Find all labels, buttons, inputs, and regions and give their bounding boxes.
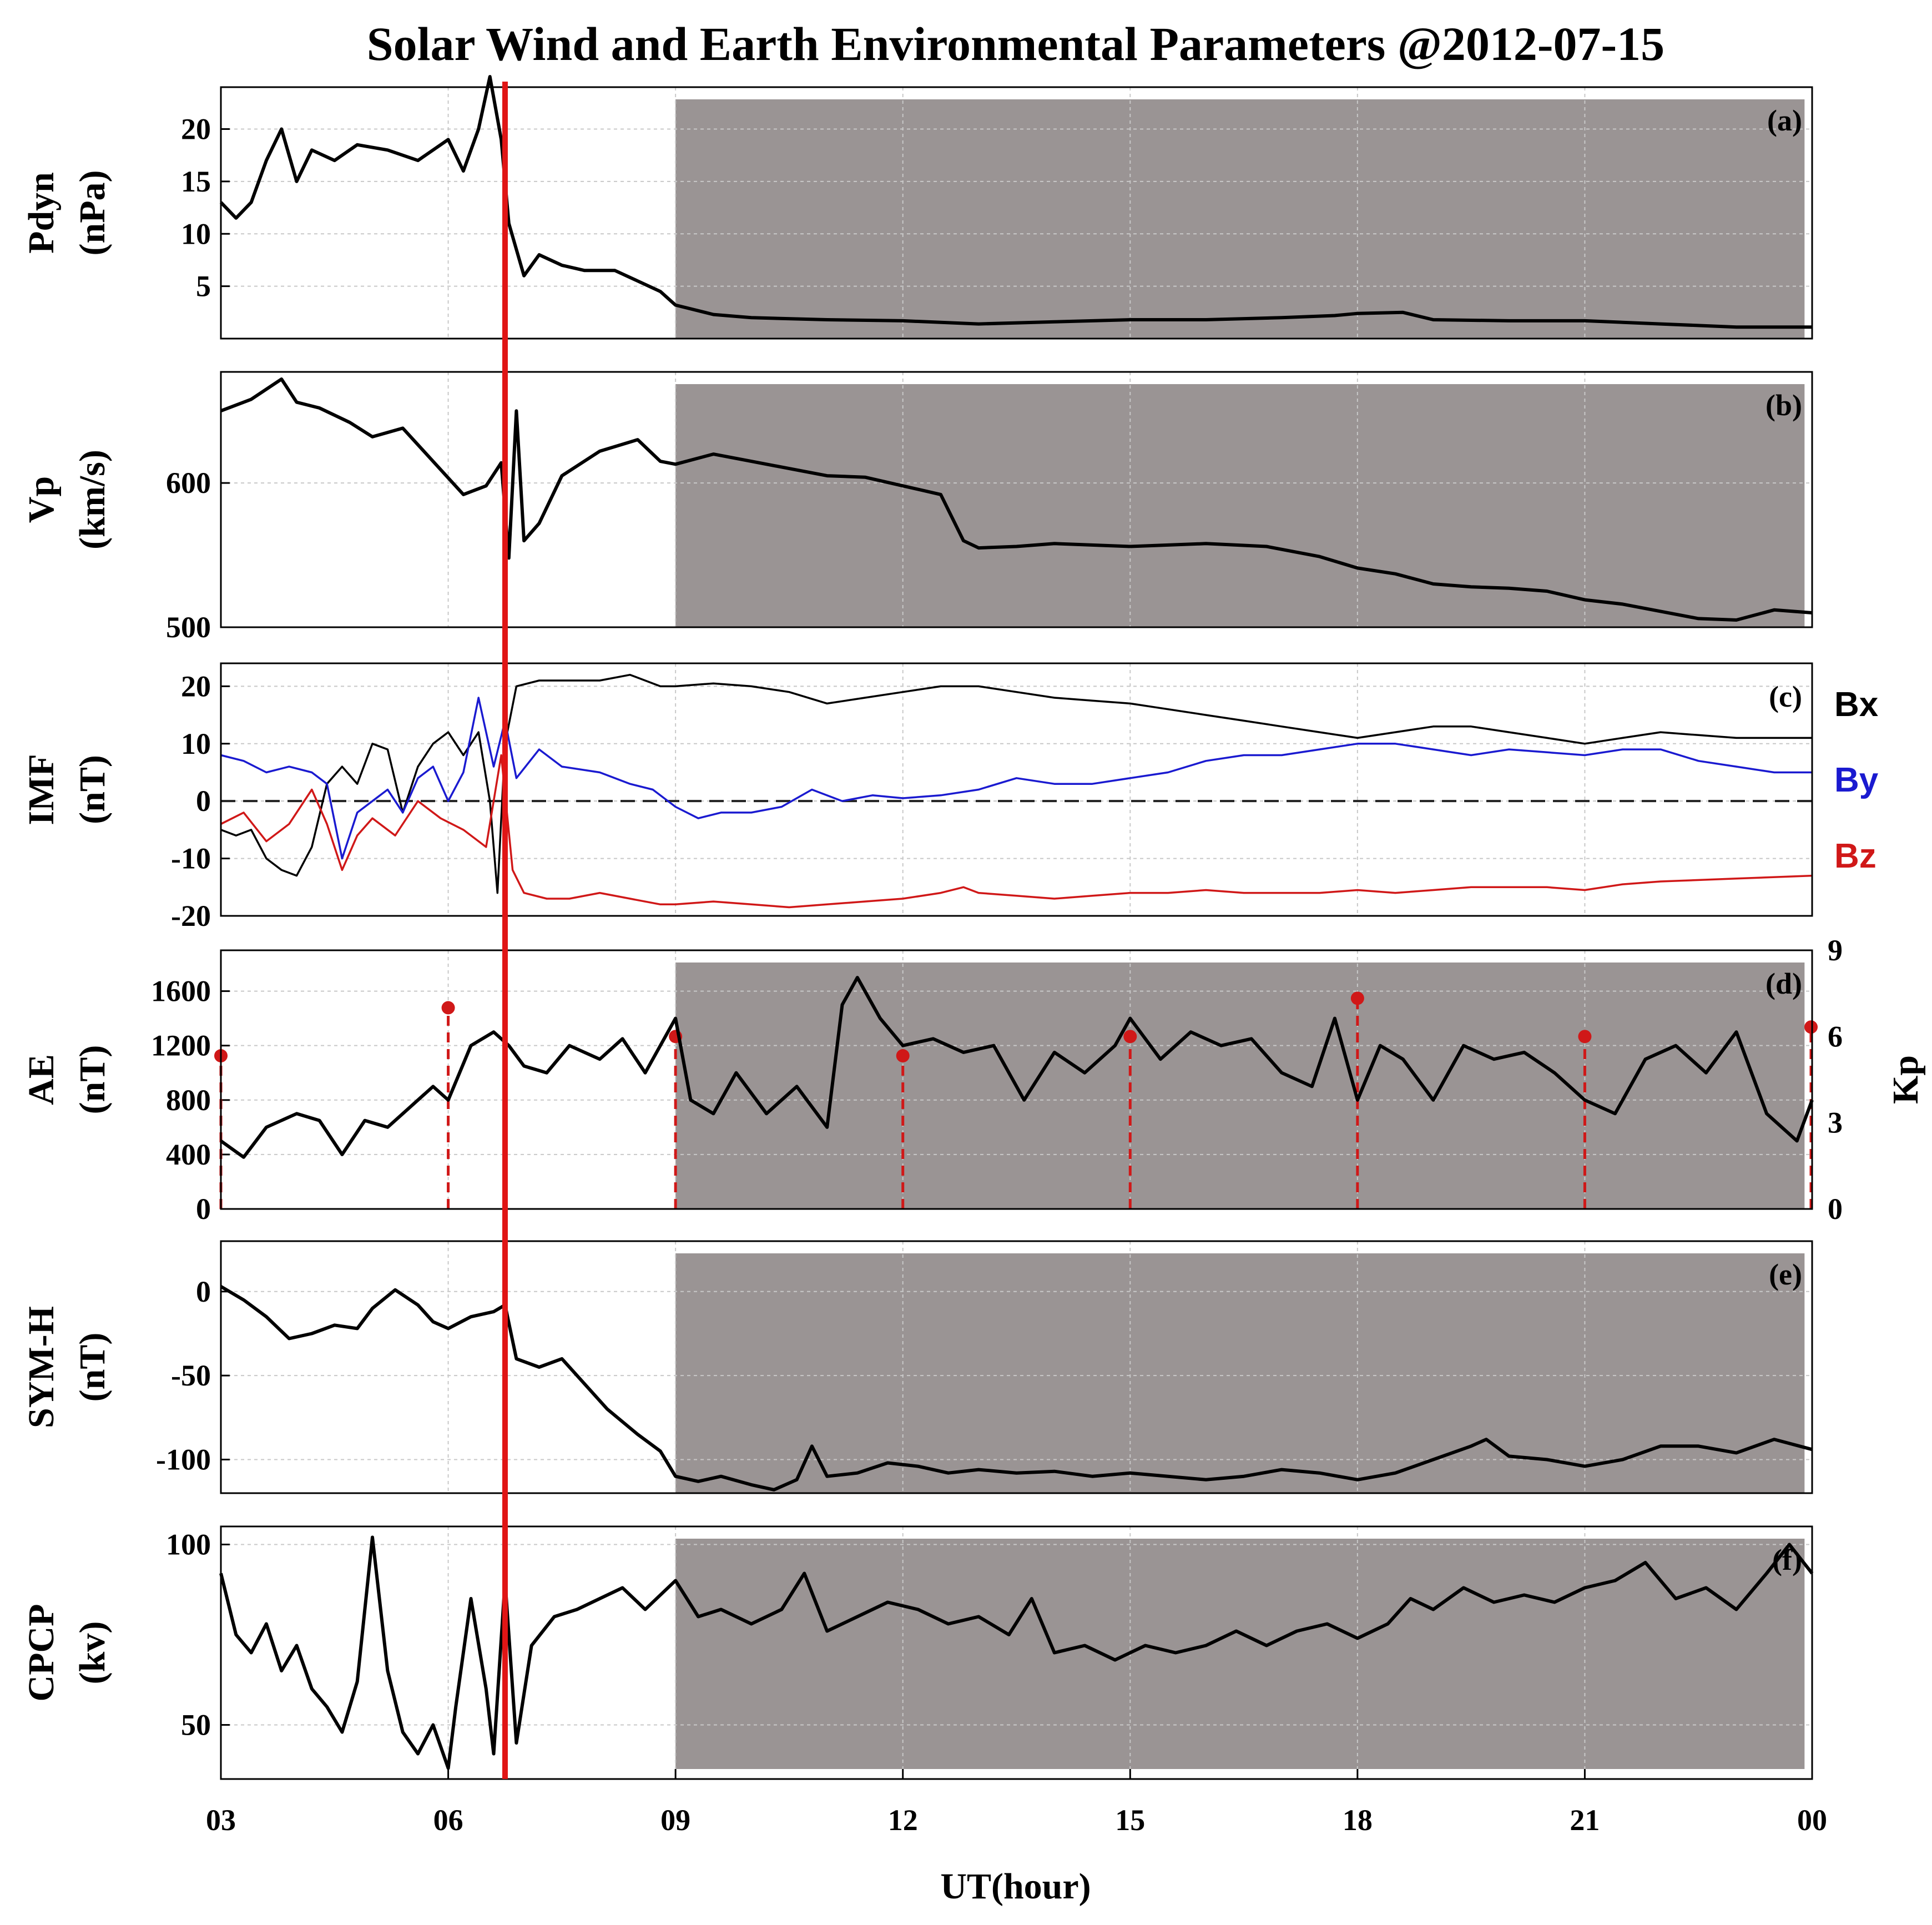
legend-by: By (1834, 761, 1879, 799)
shaded-interval-layer (675, 99, 1805, 1769)
y-tick-label-a: 15 (181, 165, 211, 198)
y-tick-label-a: 10 (181, 217, 211, 250)
y-axis-label-c: IMF (21, 754, 62, 825)
panel-label-e: (e) (1769, 1258, 1802, 1291)
y-axis-label-f: CPCP (21, 1604, 62, 1702)
kp-marker (1578, 1030, 1592, 1044)
y-tick-label-d: 800 (166, 1084, 211, 1117)
y-axis-label-a: Pdyn (21, 172, 62, 254)
panel-d: 0 400 800 1200 1600 0 3 6 9 Kp (d) AE (nT) (21, 934, 1926, 1226)
shaded-interval-e (675, 1253, 1805, 1493)
y-axis-unit-d: (nT) (72, 1045, 113, 1115)
y-tick-label-d: 400 (166, 1138, 211, 1171)
panel-frame-c (220, 662, 1813, 917)
y-tick-label-b: 600 (166, 466, 211, 500)
panel-a: 5 10 15 20 (a) Pdyn (nPa) (21, 75, 1813, 340)
y-axis-unit-f: (kv) (72, 1621, 113, 1685)
kp-tick-label: 9 (1828, 934, 1843, 967)
kp-axis-label: Kp (1885, 1055, 1926, 1104)
y-tick-label-c: -20 (171, 899, 211, 933)
panel-f: 50 100 (f) CPCP (kv) (21, 1525, 1814, 1780)
x-tick-label: 09 (660, 1803, 690, 1837)
y-tick-label-e: -100 (156, 1443, 211, 1476)
panel-b: 500 600 (b) Vp (km/s) (21, 371, 1813, 644)
y-axis-unit-b: (km/s) (72, 450, 113, 550)
kp-marker (1123, 1030, 1137, 1044)
panel-label-a: (a) (1767, 104, 1802, 137)
y-tick-label-e: -50 (171, 1359, 211, 1392)
panel-label-d: (d) (1765, 967, 1802, 1000)
y-tick-label-f: 50 (181, 1709, 211, 1742)
y-tick-label-b: 500 (166, 611, 211, 644)
y-tick-label-c: -10 (171, 842, 211, 875)
y-tick-label-a: 20 (181, 113, 211, 146)
panel-e: -100 -50 0 (e) SYM-H (nT) (21, 1240, 1813, 1494)
panel-frame-b (220, 371, 1813, 628)
kp-marker (896, 1049, 910, 1063)
x-tick-label: 06 (433, 1803, 463, 1837)
panel-frame-d (220, 949, 1813, 1210)
y-tick-label-e: 0 (196, 1275, 211, 1308)
kp-tick-label: 0 (1828, 1192, 1843, 1226)
x-tick-label: 21 (1570, 1803, 1600, 1837)
y-axis-label-b: Vp (21, 476, 62, 523)
x-tick-label: 15 (1115, 1803, 1145, 1837)
y-axis-unit-c: (nT) (72, 755, 113, 824)
y-axis-label-e: SYM-H (21, 1306, 62, 1428)
x-axis-label: UT(hour) (940, 1866, 1091, 1907)
x-tick-label: 03 (206, 1803, 236, 1837)
series-cpcp (219, 1535, 1814, 1770)
panel-label-b: (b) (1765, 389, 1802, 422)
legend-bx: Bx (1834, 686, 1879, 724)
series-sym-h (220, 1285, 1813, 1491)
y-tick-label-a: 5 (196, 270, 211, 303)
kp-marker (1804, 1020, 1818, 1034)
shaded-interval-b (675, 384, 1805, 627)
y-tick-label-f: 100 (166, 1528, 211, 1561)
y-tick-label-d: 0 (196, 1192, 211, 1226)
panel-c: -20 -10 0 10 20 Bx By Bz (c) IMF (nT) (21, 662, 1879, 933)
y-axis-unit-e: (nT) (72, 1333, 113, 1402)
shaded-interval-a (675, 99, 1805, 339)
panel-frame-f (220, 1525, 1813, 1780)
kp-tick-label: 6 (1828, 1020, 1843, 1053)
x-axis: 03 06 09 12 15 18 21 00 (206, 1769, 1827, 1837)
y-tick-label-d: 1200 (151, 1029, 211, 1062)
x-tick-label: 12 (888, 1803, 918, 1837)
series-vp (220, 377, 1813, 622)
y-tick-label-d: 1600 (151, 975, 211, 1008)
series-bz (220, 754, 1813, 909)
shaded-interval-f (675, 1539, 1805, 1769)
series-bx (220, 673, 1812, 894)
y-tick-label-c: 0 (196, 784, 211, 818)
legend-bz: Bz (1834, 837, 1876, 875)
y-axis-unit-a: (nPa) (72, 170, 113, 256)
series-pdyn (219, 75, 1812, 329)
chart-title: Solar Wind and Earth Environmental Param… (367, 17, 1664, 70)
panel-frame-e (220, 1240, 1813, 1494)
panel-frame-a (220, 86, 1813, 340)
panel-label-f: (f) (1772, 1543, 1802, 1576)
series-by (220, 697, 1812, 860)
y-tick-label-c: 20 (181, 669, 211, 703)
y-tick-label-c: 10 (181, 727, 211, 760)
y-axis-label-d: AE (21, 1054, 62, 1105)
x-tick-label: 00 (1797, 1803, 1827, 1837)
panel-label-c: (c) (1769, 680, 1802, 713)
x-tick-label: 18 (1343, 1803, 1373, 1837)
series-ae (220, 976, 1814, 1159)
kp-marker (441, 1001, 455, 1015)
shaded-interval-d (675, 962, 1805, 1209)
kp-tick-label: 3 (1828, 1106, 1843, 1140)
kp-marker (1350, 991, 1364, 1005)
